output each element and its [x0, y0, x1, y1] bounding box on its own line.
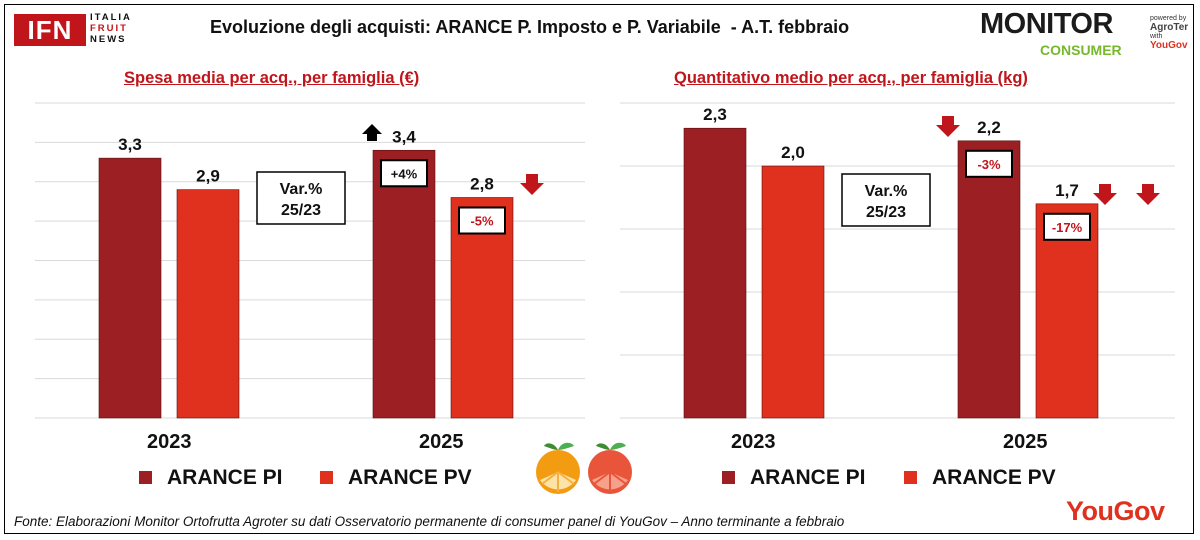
legend-swatch-pv	[320, 471, 333, 484]
right-variation-box	[965, 149, 1013, 178]
left-var-legend-text: Var.%	[280, 181, 323, 198]
left-year-2023: 2023	[147, 431, 192, 453]
source-note: Fonte: Elaborazioni Monitor Ortofrutta A…	[14, 514, 845, 529]
yougov-logo: YouGov	[1066, 496, 1165, 526]
left-bar	[176, 189, 240, 419]
left-variation-box	[458, 206, 506, 235]
left-data-label: 3,4	[392, 127, 416, 146]
legend-swatch-pv-right	[904, 471, 917, 484]
chart-frame	[4, 4, 1194, 534]
arrow-up-icon	[362, 124, 382, 141]
right-chart: 2,3 2,2 2,0 1,7 -3% -17% Var.% 25/23	[620, 102, 1175, 419]
right-variation-label: -17%	[1052, 220, 1083, 235]
oranges-icon	[536, 442, 632, 494]
legend-label-pv-right: ARANCE PV	[932, 466, 1056, 489]
right-variation-box	[1043, 212, 1091, 241]
legend-label-pi-right: ARANCE PI	[750, 466, 866, 489]
left-var-legend-text: 25/23	[281, 202, 321, 219]
monitor-logo-consumer: CONSUMER	[1040, 42, 1122, 58]
legend-label-pv: ARANCE PV	[348, 466, 472, 489]
left-variation-label: -5%	[470, 214, 494, 229]
right-data-label: 1,7	[1055, 181, 1079, 200]
arrow-down-icon	[936, 116, 960, 137]
ifn-logo: IFN	[14, 14, 86, 46]
right-year-2023: 2023	[731, 431, 776, 453]
left-data-label: 3,3	[118, 135, 142, 154]
right-data-label: 2,2	[977, 118, 1001, 137]
right-data-label: 2,0	[781, 143, 805, 162]
right-bar	[957, 140, 1021, 419]
legend-swatch-pi-right	[722, 471, 735, 484]
powered-by-logo: powered by AgroTer with YouGov	[1150, 15, 1189, 51]
legend-label-pi: ARANCE PI	[167, 466, 283, 489]
right-bar	[761, 165, 825, 419]
right-var-legend-text: Var.%	[865, 183, 908, 200]
arrow-down-icon	[1136, 184, 1160, 205]
left-chart-title: Spesa media per acq., per famiglia (€)	[124, 69, 420, 87]
left-variation-label: +4%	[391, 166, 418, 181]
left-bar	[98, 157, 162, 419]
left-variation-box	[380, 159, 428, 188]
left-year-2025: 2025	[419, 431, 464, 453]
right-bar	[683, 127, 747, 419]
right-var-legend-box	[841, 173, 931, 227]
left-bar	[372, 149, 436, 419]
left-data-label: 2,9	[196, 167, 220, 186]
monitor-logo: MONITOR	[980, 8, 1113, 40]
right-variation-label: -3%	[977, 157, 1001, 172]
main-title: Evoluzione degli acquisti: ARANCE P. Imp…	[210, 17, 850, 37]
legend-swatch-pi	[139, 471, 152, 484]
ifn-logo-subtitle: ITALIA FRUIT NEWS	[90, 12, 132, 45]
left-var-legend-box	[256, 171, 346, 225]
right-chart-title: Quantitativo medio per acq., per famigli…	[674, 69, 1028, 87]
right-data-label: 2,3	[703, 105, 727, 124]
left-data-label: 2,8	[470, 175, 494, 194]
arrow-down-icon	[1093, 184, 1117, 205]
left-chart: 3,3 3,4 2,9 2,8 +4% -5% Var.% 25/23	[35, 102, 585, 419]
right-var-legend-text: 25/23	[866, 204, 906, 221]
right-year-2025: 2025	[1003, 431, 1048, 453]
arrow-down-icon	[520, 174, 544, 195]
